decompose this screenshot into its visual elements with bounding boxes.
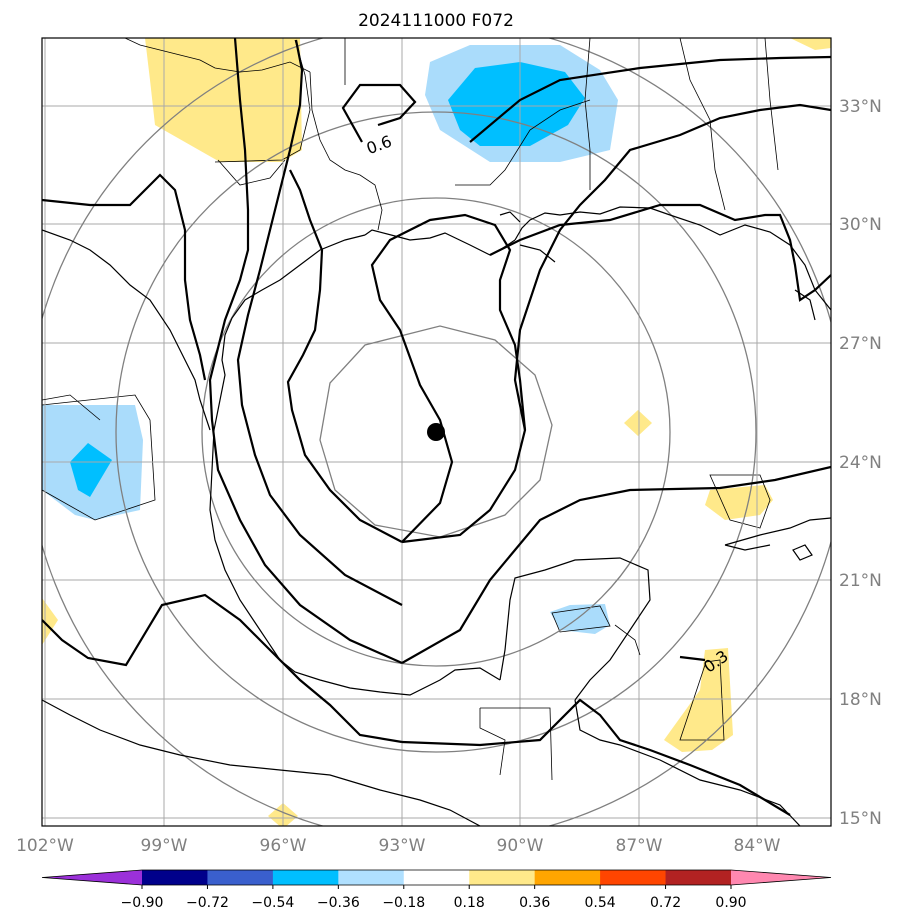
lat-label: 33°N [839, 97, 882, 117]
graticule [42, 38, 831, 826]
colorbar-segment [665, 870, 732, 885]
colorbar-tick-label: −0.36 [317, 895, 360, 911]
colorbar-segment [534, 870, 601, 885]
colorbar-extend-low [42, 870, 142, 885]
isoline [286, 169, 403, 543]
lon-label: 84°W [734, 836, 781, 856]
range-ring [201, 197, 671, 667]
lat-label: 15°N [839, 809, 882, 829]
colorbar-segment [403, 870, 470, 885]
lat-label: 30°N [839, 215, 882, 235]
positive-anomaly-area [624, 410, 652, 436]
borders [42, 38, 779, 781]
colorbar-tick-label: 0.72 [650, 895, 681, 911]
colorbar-tick-label: 0.36 [519, 895, 550, 911]
positive-anomaly-area [42, 598, 58, 645]
colorbar-tick-label: −0.54 [251, 895, 294, 911]
colorbar-tick-label: −0.72 [186, 895, 229, 911]
isoline [513, 103, 831, 431]
isoline [42, 173, 207, 381]
lon-label: 102°W [16, 836, 74, 856]
isoline [469, 55, 831, 143]
colorbar-segment [469, 870, 536, 885]
range-ring [115, 111, 757, 753]
lat-label: 18°N [839, 690, 882, 710]
latitude-labels: 33°N 30°N 27°N 24°N 21°N 18°N 15°N [839, 97, 882, 829]
positive-anomaly-area [705, 485, 773, 520]
colorbar-segment [142, 870, 208, 885]
colorbar-segment [600, 870, 667, 885]
range-ring-inner [319, 325, 553, 538]
lon-label: 96°W [260, 836, 307, 856]
map-title: 2024111000 F072 [358, 11, 514, 31]
coastlines [42, 206, 831, 826]
positive-anomaly-area [790, 38, 831, 50]
map-frame [41, 37, 832, 827]
isolines [42, 38, 831, 816]
lon-label: 87°W [616, 836, 663, 856]
colorbar-segment [338, 870, 405, 885]
contour-label-0.6: 0.6 [364, 132, 394, 159]
colorbar-extend-high [731, 870, 831, 885]
colorbar-tick-label: −0.18 [382, 895, 425, 911]
anomaly-outline [42, 39, 771, 741]
lon-label: 99°W [141, 836, 188, 856]
isoline-0.6 [341, 83, 417, 143]
strong-negative-anomaly-area [70, 443, 112, 497]
lat-label: 27°N [839, 334, 882, 354]
colorbar-segment [272, 870, 339, 885]
isoline [401, 465, 831, 664]
isoline [679, 655, 706, 662]
isoline [208, 38, 403, 665]
shaded-field [42, 38, 831, 826]
lat-label: 21°N [839, 571, 882, 591]
lat-label: 24°N [839, 453, 882, 473]
lon-label: 90°W [497, 836, 544, 856]
isoline [42, 593, 403, 744]
isoline [489, 203, 831, 302]
isoline [236, 39, 403, 606]
colorbar-tick-label: 0.54 [585, 895, 616, 911]
storm-center-marker [427, 423, 445, 441]
isoline [401, 698, 791, 816]
positive-anomaly-area [145, 38, 302, 162]
colorbar-tick-label: 0.90 [715, 895, 746, 911]
range-rings [42, 38, 831, 826]
colorbar-tick-label: −0.90 [121, 895, 164, 911]
colorbar-ticks: −0.90 −0.72 −0.54 −0.36 −0.18 0.18 0.36 0.54 0.7… [121, 885, 747, 911]
longitude-labels: 102°W 99°W 96°W 93°W 90°W 87°W 84°W [16, 836, 781, 856]
lon-label: 93°W [379, 836, 426, 856]
positive-anomaly-area [664, 648, 733, 752]
colorbar [41, 869, 832, 886]
colorbar-segment [207, 870, 274, 885]
colorbar-tick-label: 0.18 [454, 895, 485, 911]
isoline-inner [370, 213, 527, 544]
